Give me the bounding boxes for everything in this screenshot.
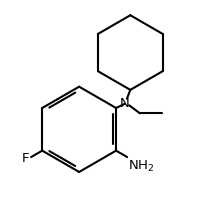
Text: N: N xyxy=(120,97,130,110)
Text: F: F xyxy=(22,152,29,165)
Text: NH$_2$: NH$_2$ xyxy=(128,159,155,174)
